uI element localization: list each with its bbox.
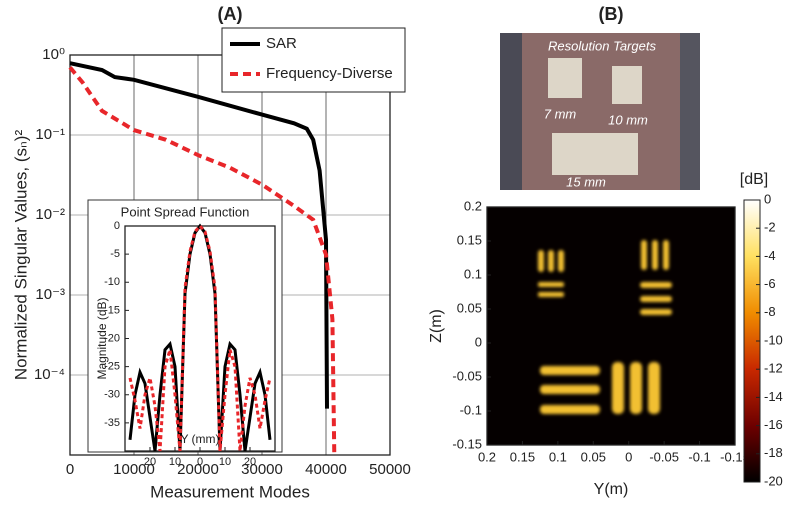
y-tick-label: -0.05: [452, 368, 482, 383]
photo-checker: [680, 33, 700, 190]
y-tick-label: -0.15: [452, 436, 482, 451]
legend-label: Frequency-Diverse: [266, 65, 393, 82]
photo-label: 10 mm: [608, 112, 648, 127]
y-axis-label: Magnitude (dB): [95, 297, 109, 379]
y-tick-label: 0.1: [464, 266, 482, 281]
x-tick-label: 0: [625, 449, 632, 464]
y-tick-label: 0.2: [464, 198, 482, 213]
x-tick-label: 0.15: [510, 449, 535, 464]
photo: Resolution Targets 7 mm 10 mm 15 mm: [500, 33, 700, 190]
x-axis-label: Y(m): [594, 481, 629, 498]
colorbar-tick-label: -8: [764, 304, 776, 319]
y-tick-label: -35: [104, 417, 120, 429]
y-tick-label: 0.15: [457, 232, 482, 247]
colorbar-tick-label: -14: [764, 389, 783, 404]
y-tick-label: 10⁻³: [35, 286, 65, 303]
y-tick-label: -5: [110, 248, 120, 260]
y-axis-label: Z(m): [428, 309, 445, 343]
series-line: [68, 66, 337, 456]
x-tick-label: 30000: [241, 461, 283, 478]
y-tick-label: -20: [104, 332, 120, 344]
target: [552, 133, 638, 175]
x-tick-label: 0: [66, 461, 74, 478]
x-tick-label: 10000: [113, 461, 155, 478]
colorbar-tick-label: -20: [764, 473, 783, 488]
x-tick-label: -0.1: [688, 449, 710, 464]
photo-label: 7 mm: [544, 106, 577, 121]
x-axis-label: Y (mm): [180, 432, 219, 446]
colorbar-label: [dB]: [740, 171, 768, 188]
y-tick-label: -30: [104, 389, 120, 401]
chart-title: Point Spread Function: [121, 204, 250, 219]
colorbar-tick-label: -18: [764, 445, 783, 460]
y-tick-label: 10⁻¹: [35, 126, 65, 143]
legend-box: [221, 27, 406, 93]
x-tick-label: 0.2: [478, 449, 496, 464]
x-tick-label: 20: [244, 456, 256, 468]
x-tick-label: 0: [197, 456, 203, 468]
x-tick-label: 20000: [177, 461, 219, 478]
y-tick-label: 10⁰: [42, 46, 65, 63]
legend-label: SAR: [266, 35, 297, 52]
y-tick-label: 0.05: [457, 300, 482, 315]
colorbar-tick-label: -16: [764, 417, 783, 432]
colorbar-tick-label: -10: [764, 332, 783, 347]
y-tick-label: 0: [475, 334, 482, 349]
x-tick-label: 0.05: [581, 449, 606, 464]
colorbar-tick-label: -4: [764, 248, 776, 263]
y-tick-label: -0.1: [460, 402, 482, 417]
y-axis-label: Normalized Singular Values, (sₙ)²: [11, 130, 30, 381]
colorbar-tick-label: -2: [764, 220, 776, 235]
y-tick-label: -15: [104, 304, 120, 316]
x-tick-label: -0.15: [720, 449, 750, 464]
chart-title: (A): [218, 4, 243, 24]
plot-frame: [486, 206, 736, 446]
y-tick-label: -10: [104, 276, 120, 288]
target: [548, 58, 582, 98]
y-tick-label: 0: [114, 220, 120, 232]
x-tick-label: 50000: [369, 461, 411, 478]
x-tick-label: 10: [219, 456, 231, 468]
image-background: [487, 207, 735, 445]
colorbar-tick-label: -6: [764, 276, 776, 291]
colorbar-tick-label: -12: [764, 361, 783, 376]
series-line: [128, 223, 272, 452]
image-targets: [538, 240, 672, 414]
y-tick-label: 10⁻²: [35, 206, 65, 223]
target: [612, 66, 642, 104]
series-line: [128, 223, 272, 452]
x-tick-label: 10: [169, 456, 181, 468]
photo-title: Resolution Targets: [548, 38, 656, 53]
x-axis-label: Measurement Modes: [150, 482, 310, 501]
x-tick-label: 40000: [305, 461, 347, 478]
colorbar-tick-label: 0: [764, 191, 771, 206]
series-line: [69, 61, 329, 409]
y-tick-label: -25: [104, 361, 120, 373]
photo-checker: [500, 33, 522, 190]
x-tick-label: 0.1: [549, 449, 567, 464]
chart-title: (B): [599, 4, 624, 24]
x-tick-label: 20: [144, 456, 156, 468]
photo-label: 15 mm: [566, 174, 606, 189]
y-tick-label: 10⁻⁴: [34, 366, 65, 383]
x-tick-label: -0.05: [649, 449, 679, 464]
